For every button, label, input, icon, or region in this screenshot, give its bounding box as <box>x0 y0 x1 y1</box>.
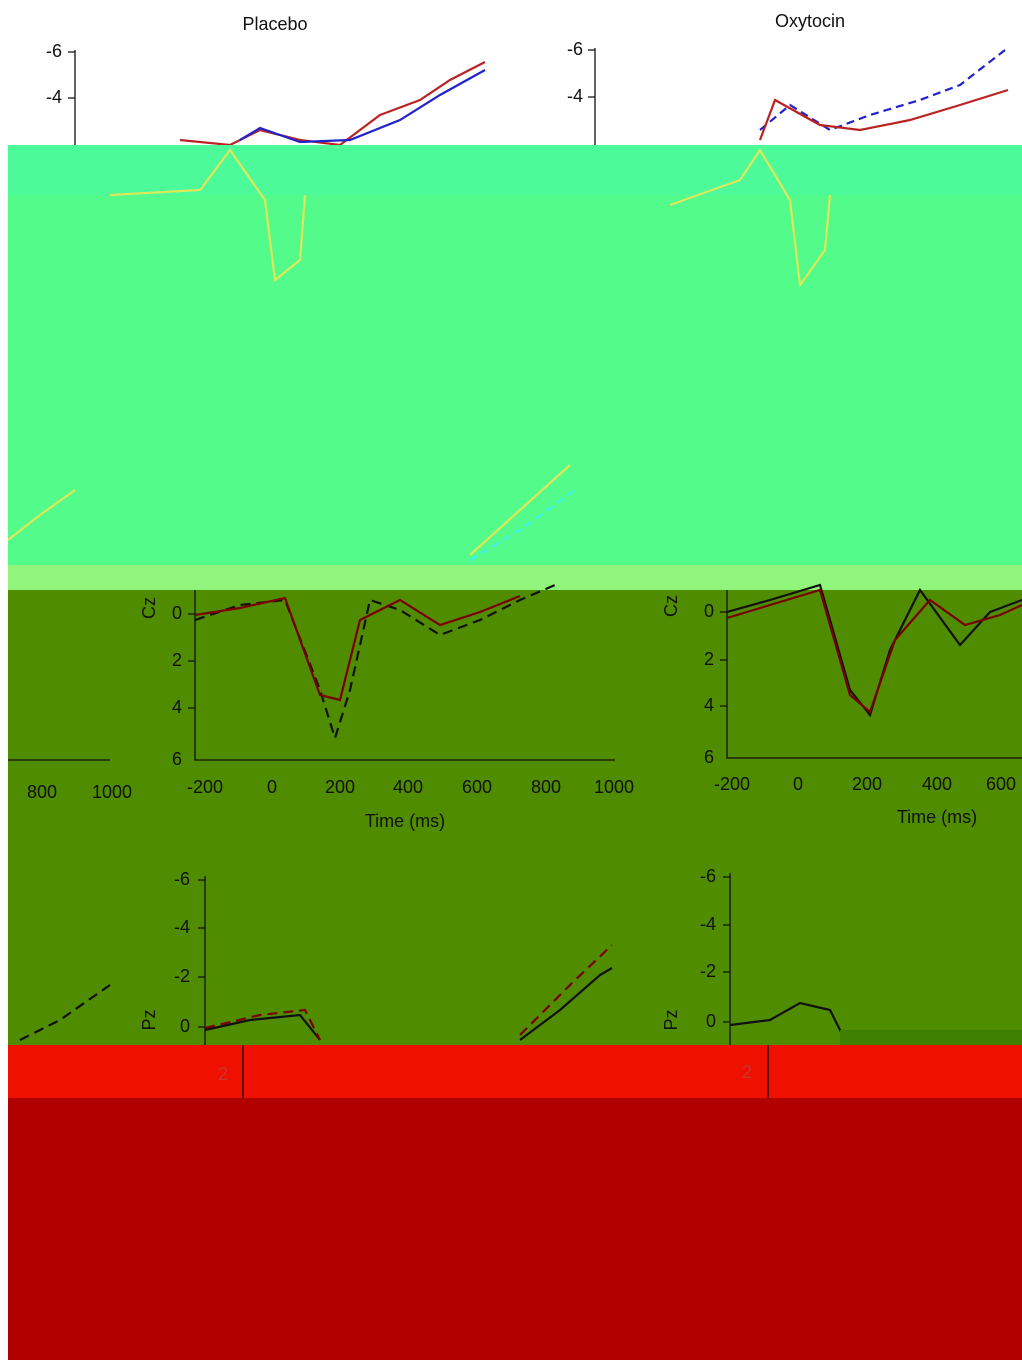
x-tick-label: 1000 <box>594 777 634 797</box>
panel-title: Placebo <box>242 14 307 34</box>
y-tick-label: 0 <box>172 603 182 623</box>
x-tick-label: 400 <box>922 774 952 794</box>
y-tick-label: -4 <box>46 87 62 107</box>
figure: Placebo Oxytocin -6 -4 -6 -4 800 1000 Cz… <box>0 0 1022 1360</box>
y-tick-label: -2 <box>174 966 190 986</box>
y-axis-label: Cz <box>139 597 159 619</box>
x-tick-label: 0 <box>793 774 803 794</box>
x-axis-label: Time (ms) <box>365 811 445 831</box>
overlay-block <box>840 1030 1022 1045</box>
x-axis-label: Time (ms) <box>897 807 977 827</box>
y-tick-label: 2 <box>704 649 714 669</box>
x-tick-label: -200 <box>714 774 750 794</box>
x-tick-label: 1000 <box>92 782 132 802</box>
y-tick-label: -6 <box>46 41 62 61</box>
x-tick-label: 600 <box>986 774 1016 794</box>
y-tick-label: -4 <box>700 914 716 934</box>
x-tick-label: 200 <box>325 777 355 797</box>
y-tick-label: 0 <box>706 1011 716 1031</box>
x-tick-label: -200 <box>187 777 223 797</box>
overlay-block <box>8 565 1022 590</box>
y-tick-label: -6 <box>700 866 716 886</box>
y-tick-label: 0 <box>704 601 714 621</box>
y-tick-label: 2 <box>218 1064 228 1084</box>
y-tick-label: 2 <box>172 650 182 670</box>
y-axis-label: Pz <box>661 1009 681 1030</box>
y-tick-label: -6 <box>174 869 190 889</box>
y-tick-label: 4 <box>704 695 714 715</box>
x-tick-label: 0 <box>267 777 277 797</box>
y-tick-label: 6 <box>172 749 182 769</box>
x-tick-label: 200 <box>852 774 882 794</box>
panel-title: Oxytocin <box>775 11 845 31</box>
y-tick-label: -4 <box>567 86 583 106</box>
overlay-block <box>8 145 1022 195</box>
y-tick-label: -6 <box>567 39 583 59</box>
y-axis-label: Pz <box>139 1009 159 1030</box>
overlay-block <box>8 1045 1022 1098</box>
overlay-block <box>8 590 1022 1045</box>
y-axis-label: Cz <box>661 595 681 617</box>
overlay-block <box>8 1098 1022 1360</box>
x-tick-label: 400 <box>393 777 423 797</box>
y-tick-label: -4 <box>174 917 190 937</box>
y-tick-label: 2 <box>742 1062 752 1082</box>
y-tick-label: 0 <box>180 1016 190 1036</box>
x-tick-label: 800 <box>531 777 561 797</box>
x-tick-label: 600 <box>462 777 492 797</box>
y-tick-label: 6 <box>704 747 714 767</box>
overlay-block <box>8 145 1022 590</box>
y-tick-label: -2 <box>700 961 716 981</box>
y-tick-label: 4 <box>172 697 182 717</box>
x-tick-label: 800 <box>27 782 57 802</box>
